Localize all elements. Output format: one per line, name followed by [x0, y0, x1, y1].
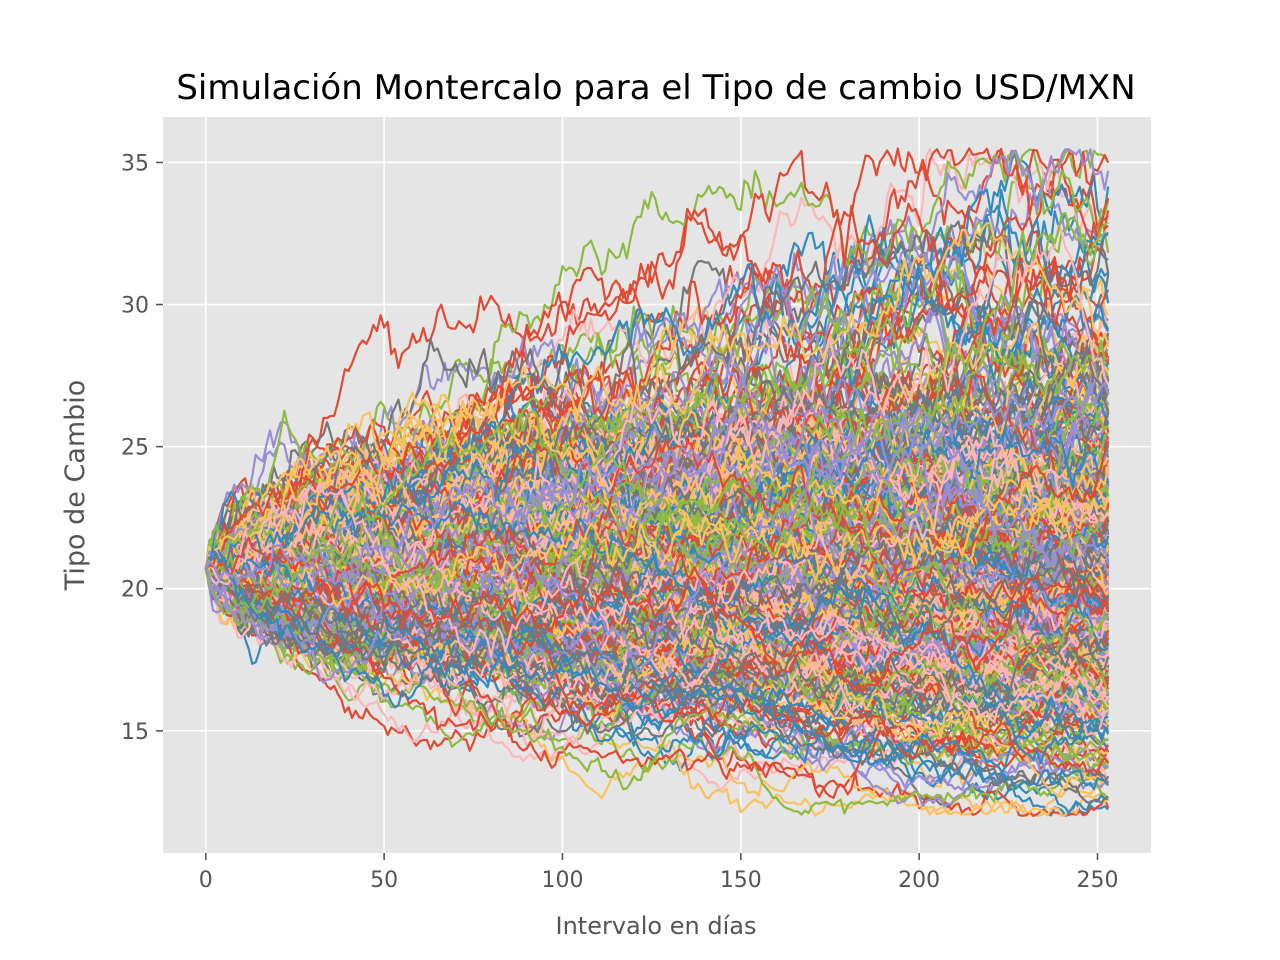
x-tick-label: 150 [720, 868, 762, 893]
x-tick-label: 200 [898, 868, 940, 893]
simulation-path [204, 220, 1110, 584]
simulation-path [204, 557, 1110, 784]
y-tick-label: 20 [121, 578, 149, 603]
simulation-path [205, 222, 1110, 570]
simulation-path [204, 212, 1109, 620]
simulation-path [204, 380, 1110, 672]
simulation-path [205, 149, 1110, 593]
simulation-path [205, 536, 1109, 694]
x-tick-label: 250 [1076, 868, 1118, 893]
simulation-path [204, 541, 1109, 737]
y-axis-ticks: 15 20 25 30 35 [121, 151, 163, 745]
simulation-path [205, 482, 1110, 724]
x-axis-label: Intervalo en días [556, 912, 757, 940]
simulation-path [204, 407, 1110, 586]
series-group [204, 147, 1110, 818]
y-tick-label: 25 [121, 436, 149, 461]
simulation-path [204, 457, 1110, 622]
y-tick-label: 30 [121, 294, 149, 319]
x-tick-label: 0 [199, 868, 213, 893]
y-axis-label: Tipo de Cambio [60, 380, 91, 592]
simulation-path [204, 425, 1110, 621]
x-axis-ticks: 0 50 100 150 200 250 [199, 853, 1118, 893]
y-tick-label: 35 [121, 151, 149, 176]
y-tick-label: 15 [121, 720, 149, 745]
simulation-path [204, 500, 1109, 765]
simulation-path [204, 548, 1110, 791]
simulation-path [204, 568, 1110, 756]
simulation-path [205, 339, 1109, 598]
simulation-path [205, 316, 1110, 572]
chart-title: Simulación Montercalo para el Tipo de ca… [176, 68, 1135, 108]
simulation-path [205, 489, 1110, 622]
simulation-path [205, 409, 1109, 649]
simulation-path [204, 403, 1110, 586]
x-tick-label: 50 [370, 868, 398, 893]
simulation-path [204, 478, 1109, 595]
simulation-path [204, 475, 1109, 668]
simulation-path [205, 405, 1110, 684]
simulation-path [204, 248, 1109, 580]
x-tick-label: 100 [541, 868, 583, 893]
simulation-path [204, 480, 1110, 608]
